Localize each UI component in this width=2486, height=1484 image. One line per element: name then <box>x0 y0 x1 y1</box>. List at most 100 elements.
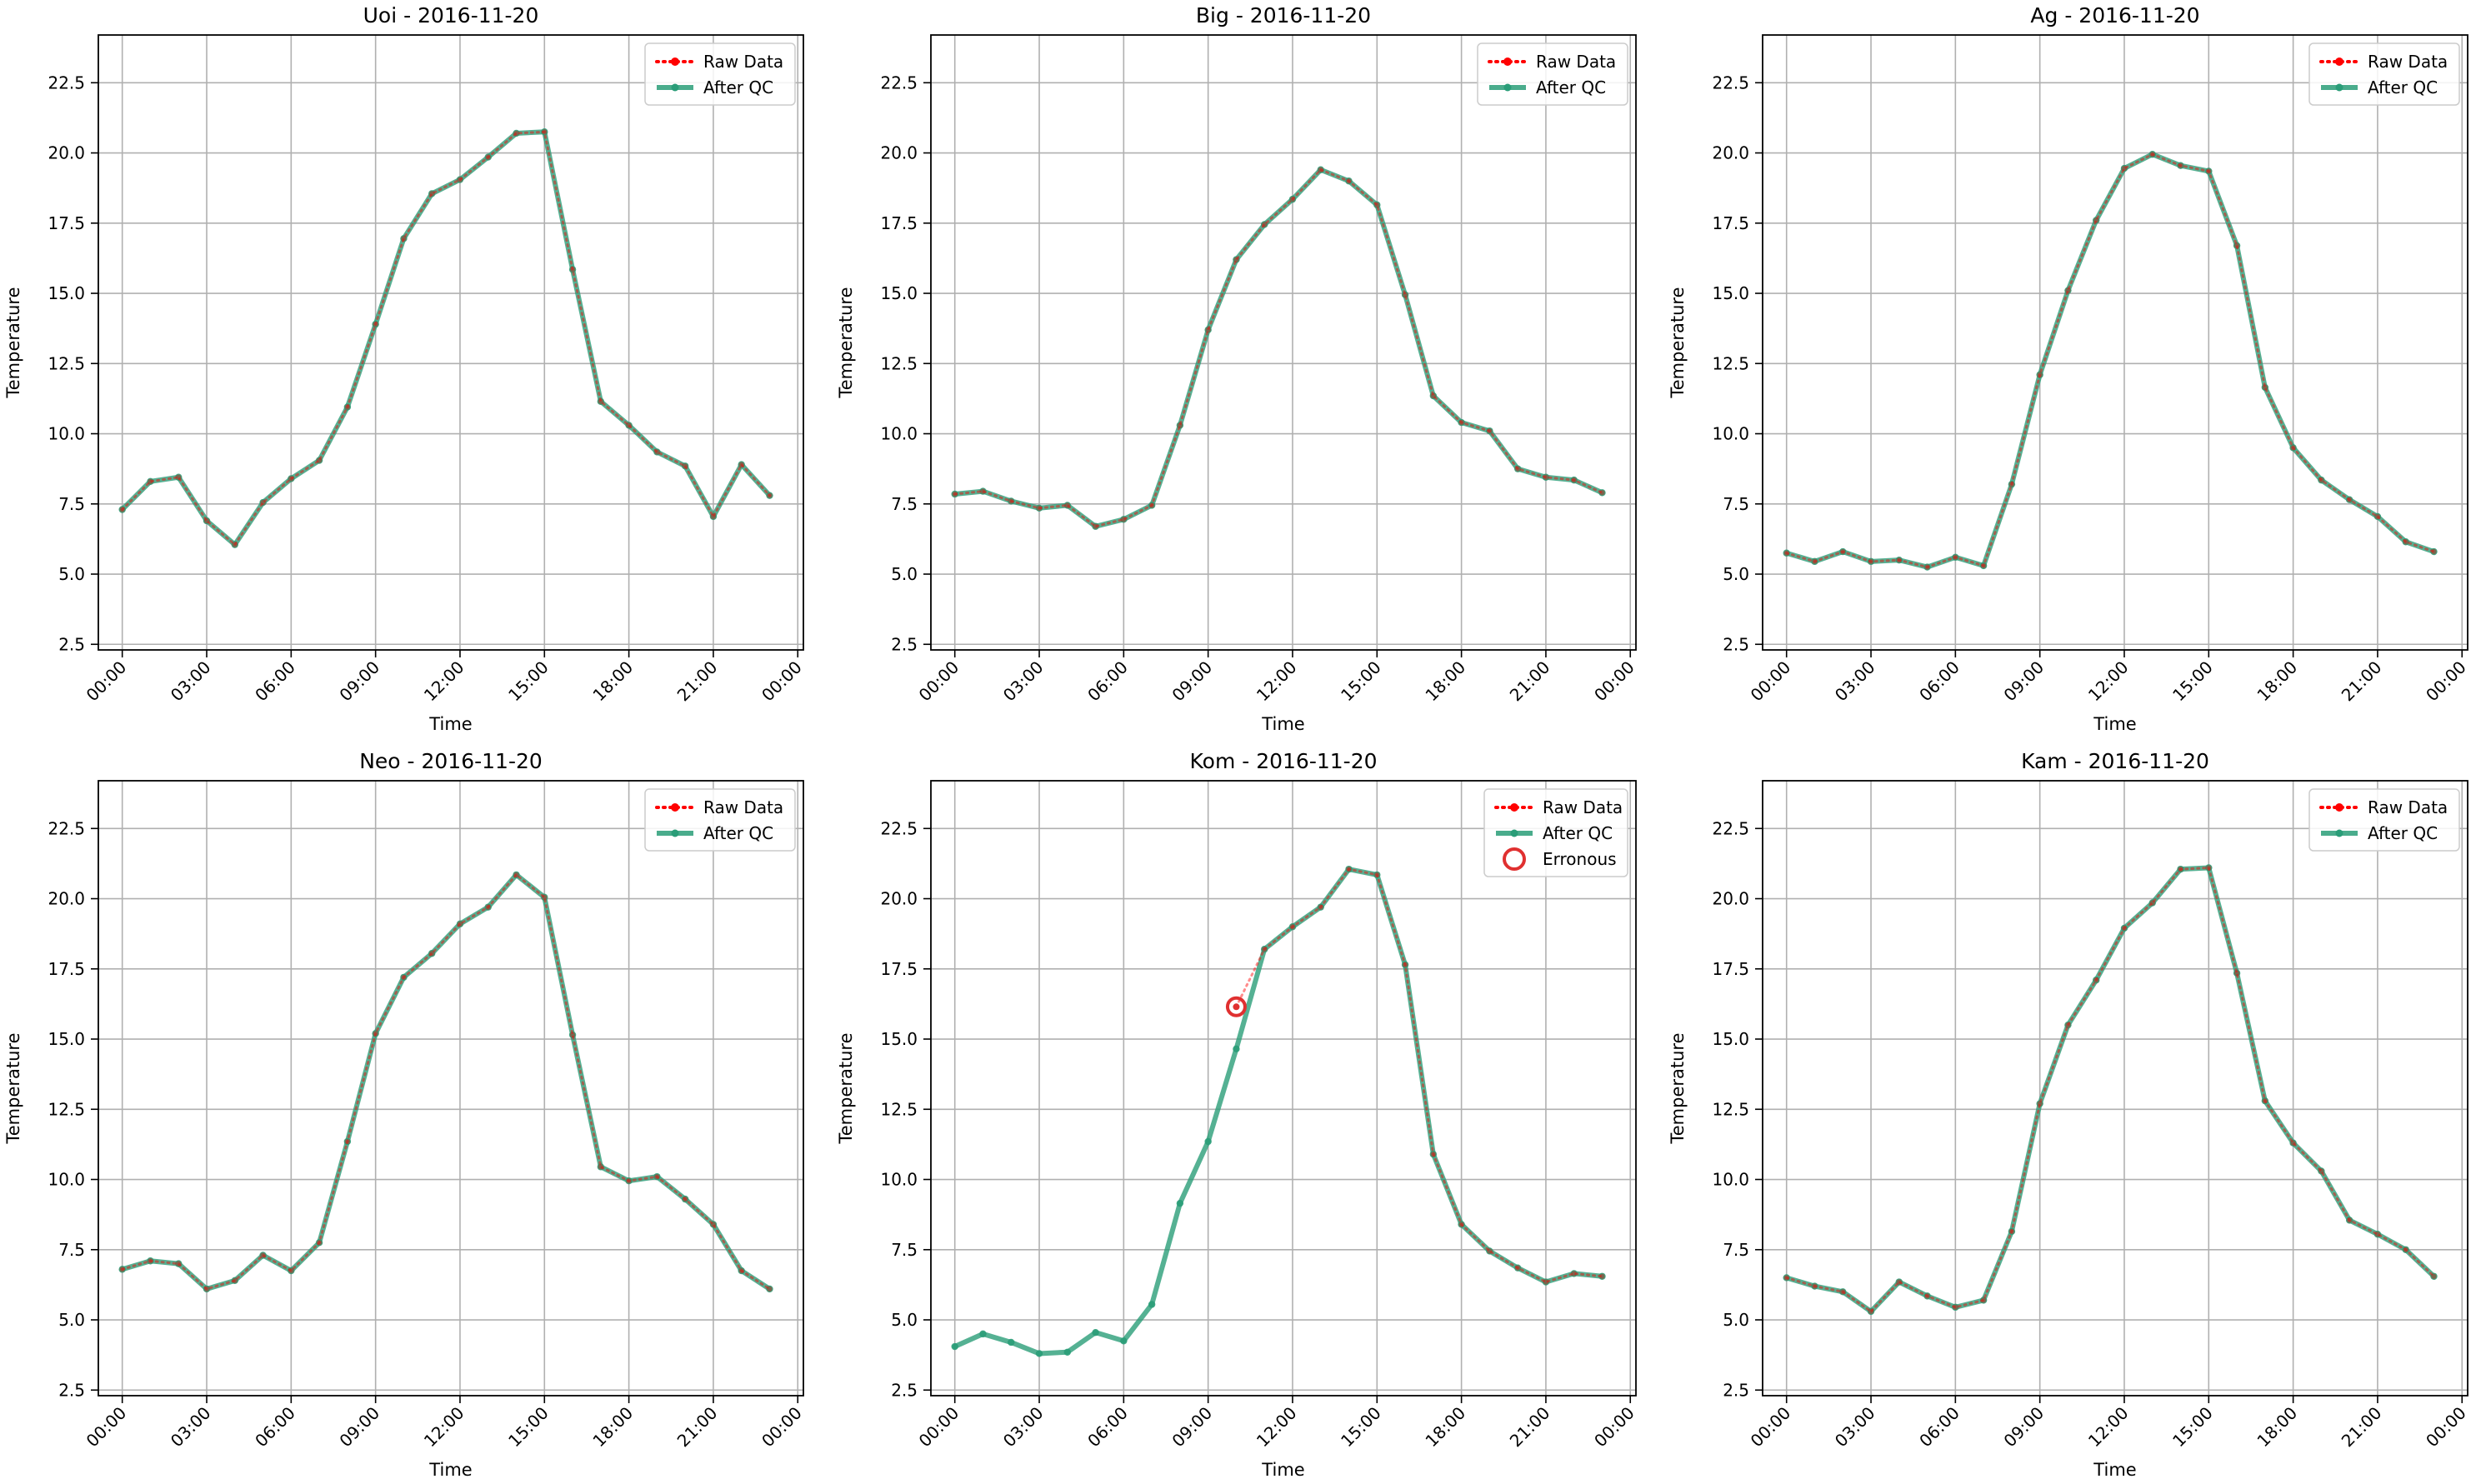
raw-data-point <box>682 1196 688 1202</box>
after-qc-point <box>2345 496 2353 503</box>
raw-data-point <box>1148 502 1155 508</box>
after-qc-point <box>1233 256 1240 263</box>
after-qc-point <box>484 903 492 911</box>
raw-data-point <box>980 488 986 494</box>
after-qc-point <box>2064 287 2072 294</box>
plot-area <box>1783 864 2438 1316</box>
x-tick-label: 21:00 <box>2338 1403 2386 1452</box>
after-qc-point <box>951 490 958 498</box>
raw-data-point <box>2206 865 2212 871</box>
legend-raw-marker <box>2335 57 2343 66</box>
x-tick-label: 09:00 <box>1168 1403 1216 1452</box>
raw-data-point <box>2290 445 2296 451</box>
y-axis-label: Temperature <box>836 1032 856 1144</box>
axes-frame <box>1762 780 2468 1397</box>
raw-data-point <box>598 398 604 404</box>
raw-data-point <box>1783 550 1789 556</box>
after-qc-point <box>2233 242 2241 249</box>
raw-data-point <box>2431 1273 2437 1279</box>
x-tick-label: 00:00 <box>83 1403 131 1452</box>
after-qc-point <box>2093 977 2100 984</box>
after-qc-point <box>766 492 773 499</box>
after-qc-point <box>147 477 154 486</box>
after-qc-point <box>951 1342 958 1351</box>
after-qc-line <box>119 872 773 1292</box>
after-qc-point <box>315 1239 323 1247</box>
y-tick-label: 20.0 <box>48 889 85 909</box>
raw-data-line <box>1234 867 1603 1284</box>
after-qc-point <box>456 176 464 183</box>
after-qc-point <box>1867 557 1875 566</box>
raw-data-point <box>2346 497 2353 502</box>
after-qc-point <box>1598 1272 1606 1280</box>
y-tick-label: 7.5 <box>1723 494 1749 514</box>
raw-data-point <box>2149 900 2155 906</box>
x-tick-label: 15:00 <box>2168 657 2217 706</box>
plot-area <box>951 166 1606 530</box>
raw-data-point <box>1599 490 1605 496</box>
raw-data-point <box>2233 242 2240 248</box>
after-qc-point <box>1288 195 1297 203</box>
x-tick-label: 15:00 <box>1337 1403 1385 1452</box>
after-qc-point <box>1233 1045 1240 1053</box>
raw-data-point <box>457 921 463 927</box>
subplot-6: 00:00 03:00 06:00 09:00 12:00 15:00 18:00 21:00… <box>1668 749 2470 1480</box>
raw-data-point <box>2262 1097 2268 1104</box>
raw-data-point <box>1924 1293 1930 1299</box>
raw-data-point <box>1868 1308 1874 1315</box>
after-qc-point <box>1811 557 1818 566</box>
after-qc-point <box>1952 553 1959 561</box>
raw-data-point <box>2318 477 2324 483</box>
subplot-5: 00:00 03:00 06:00 09:00 12:00 15:00 18:00 21:00… <box>836 749 1638 1480</box>
x-tick-label: 00:00 <box>915 1403 963 1452</box>
after-qc-point <box>231 1277 238 1285</box>
x-axis-label: Time <box>1261 1460 1304 1480</box>
raw-data-point <box>1064 502 1070 508</box>
raw-data-point <box>1868 558 1874 565</box>
raw-data-point <box>2178 162 2183 168</box>
after-qc-point <box>2205 167 2213 175</box>
raw-data-point <box>626 422 632 428</box>
raw-data-point <box>1571 477 1577 483</box>
legend-label: After QC <box>1536 77 1606 97</box>
axes-frame <box>98 780 804 1397</box>
y-tick-label: 10.0 <box>880 1170 918 1190</box>
after-qc-point <box>1148 502 1156 509</box>
chart-title: Kam - 2016-11-20 <box>2021 749 2209 773</box>
raw-data-point <box>654 449 660 455</box>
raw-data-point <box>1783 1275 1789 1281</box>
raw-data-point <box>1205 327 1211 333</box>
plot-area <box>1783 151 2438 571</box>
raw-data-point <box>513 130 519 137</box>
after-qc-point <box>1204 326 1212 334</box>
x-tick-label: 21:00 <box>673 657 722 706</box>
after-qc-point <box>1783 549 1790 557</box>
legend-label: Erronous <box>1543 849 1617 869</box>
after-qc-point <box>2261 383 2269 392</box>
after-qc-point <box>288 475 295 482</box>
x-tick-label: 12:00 <box>420 1403 468 1452</box>
after-qc-point <box>1261 221 1268 228</box>
after-qc-point <box>2345 1217 2353 1224</box>
legend-label: Raw Data <box>1536 52 1616 72</box>
legend-qc-marker <box>1510 829 1518 837</box>
after-qc-point <box>175 473 183 481</box>
legend: Raw Data After QC <box>644 42 796 106</box>
chart-title: Ag - 2016-11-20 <box>2030 3 2199 27</box>
y-tick-label: 7.5 <box>58 1240 85 1260</box>
raw-data-point <box>2065 1022 2071 1028</box>
x-tick-label: 15:00 <box>504 1403 553 1452</box>
y-tick-label: 12.5 <box>48 353 85 373</box>
raw-data-point <box>1262 222 1268 227</box>
x-tick-label: 12:00 <box>2084 1403 2133 1452</box>
raw-data-point <box>148 478 153 485</box>
after-qc-point <box>1120 1337 1128 1345</box>
x-tick-label: 00:00 <box>83 657 131 706</box>
after-qc-point <box>2289 444 2297 452</box>
legend-label: After QC <box>703 77 773 97</box>
y-tick-label: 12.5 <box>1712 1099 1749 1119</box>
y-tick-label: 15.0 <box>880 1029 918 1049</box>
x-tick-label: 06:00 <box>251 1403 299 1452</box>
raw-data-point <box>738 1267 744 1274</box>
legend-qc-marker <box>2335 829 2343 837</box>
